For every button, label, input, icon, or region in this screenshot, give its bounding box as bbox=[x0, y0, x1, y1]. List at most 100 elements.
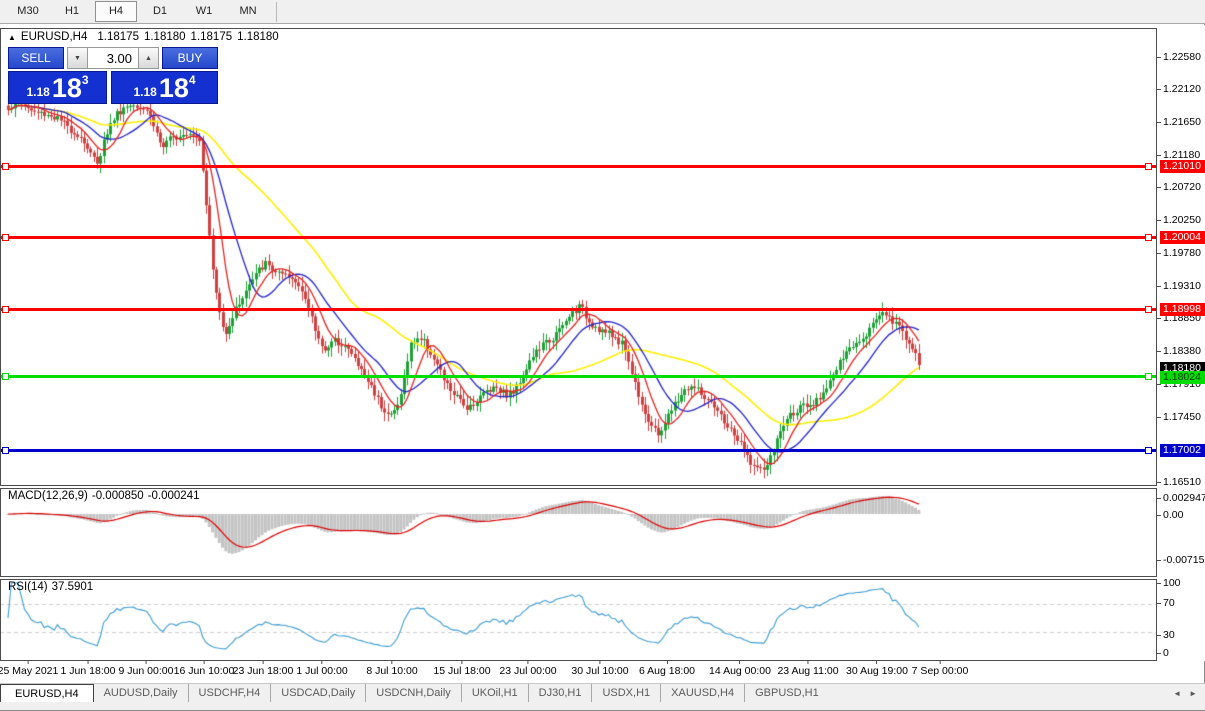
low-value: 1.18175 bbox=[190, 31, 233, 43]
hline-right-handle[interactable] bbox=[1145, 306, 1152, 313]
volume-increase-button[interactable]: ▲ bbox=[138, 47, 159, 69]
time-tick: 15 Jul 18:00 bbox=[433, 661, 491, 677]
macd-panel-separator[interactable] bbox=[0, 485, 1157, 489]
buy-price-small: 1.18 bbox=[133, 85, 157, 99]
buy-price-sup: 4 bbox=[188, 73, 196, 87]
price-tick-mark bbox=[1157, 154, 1161, 156]
timeframe-button[interactable]: MN bbox=[239, 5, 257, 17]
symbol-tab[interactable]: USDX,H1 bbox=[591, 684, 660, 702]
tab-scroll-right-icon[interactable]: ► bbox=[1189, 688, 1197, 698]
time-tick-label: 1 Jun 18:00 bbox=[60, 665, 116, 677]
time-tick-label: 15 Jul 18:00 bbox=[433, 665, 491, 677]
tab-scroll-left-icon[interactable]: ◄ bbox=[1173, 688, 1182, 698]
rsi-axis-tick: 100 bbox=[1157, 577, 1181, 589]
time-tick-mark bbox=[739, 661, 741, 664]
buy-price-box[interactable]: 1.18 18 4 bbox=[111, 71, 218, 104]
time-axis-line bbox=[0, 660, 1157, 661]
price-tick-label: 1.19780 bbox=[1163, 247, 1201, 259]
buy-button[interactable]: BUY bbox=[162, 47, 218, 69]
timeframe-button[interactable]: H1 bbox=[64, 5, 80, 17]
time-axis[interactable]: 25 May 2021 1 Jun 18:00 9 Jun 00:00 16 J… bbox=[0, 661, 1157, 682]
hline-right-handle[interactable] bbox=[1145, 373, 1152, 380]
price-marker-label: 1.18998 bbox=[1160, 303, 1205, 316]
hline-right-handle[interactable] bbox=[1145, 163, 1152, 170]
hline-left-handle[interactable] bbox=[2, 447, 9, 454]
price-tick: 1.18380 bbox=[1157, 345, 1201, 357]
collapse-trade-panel-icon[interactable]: ▲ bbox=[8, 32, 16, 42]
time-tick: 8 Jul 10:00 bbox=[366, 661, 418, 677]
horizontal-line-object[interactable] bbox=[0, 447, 1157, 454]
symbol-tab-bar: EURUSD,H4 AUDUSD,Daily USDCHF,H4 USDCAD,Dai… bbox=[0, 683, 1205, 702]
symbol-tab[interactable]: USDCNH,Daily bbox=[365, 684, 461, 702]
hline-left-handle[interactable] bbox=[2, 373, 9, 380]
sell-button[interactable]: SELL bbox=[8, 47, 64, 69]
horizontal-line-object[interactable] bbox=[0, 306, 1157, 313]
horizontal-line-object[interactable] bbox=[0, 373, 1157, 380]
symbol-tab[interactable]: USDCAD,Daily bbox=[270, 684, 365, 702]
sell-price-box[interactable]: 1.18 18 3 bbox=[8, 71, 107, 104]
rsi-name: RSI(14) bbox=[8, 581, 48, 593]
time-tick-label: 6 Aug 18:00 bbox=[638, 665, 696, 677]
time-tick-label: 25 May 2021 bbox=[0, 665, 59, 677]
macd-label: MACD(12,26,9) -0.000850 -0.000241 bbox=[8, 490, 203, 502]
one-click-trade-panel: SELL ▼ ▲ BUY 1.18 18 3 1.18 18 4 bbox=[8, 47, 218, 104]
hline-right-handle[interactable] bbox=[1145, 447, 1152, 454]
window-bottom-strip bbox=[0, 701, 1205, 711]
hline-right-handle[interactable] bbox=[1145, 234, 1152, 241]
time-tick-mark bbox=[27, 661, 29, 664]
price-marker-label: 1.20004 bbox=[1160, 231, 1205, 244]
rsi-value: 37.5901 bbox=[51, 581, 94, 593]
price-tick-label: 1.19310 bbox=[1163, 280, 1201, 292]
price-chart-canvas[interactable] bbox=[0, 25, 1157, 661]
price-tick: 1.16510 bbox=[1157, 476, 1201, 488]
horizontal-line-object[interactable] bbox=[0, 163, 1157, 170]
time-tick-mark bbox=[391, 661, 393, 664]
macd-tick-mark bbox=[1157, 559, 1161, 561]
price-tick-label: 1.22580 bbox=[1163, 51, 1201, 63]
horizontal-line-object[interactable] bbox=[0, 234, 1157, 241]
time-tick: 16 Jun 10:00 bbox=[174, 661, 234, 677]
price-tick-label: 1.20250 bbox=[1163, 214, 1201, 226]
price-tick: 1.21650 bbox=[1157, 116, 1201, 128]
symbol-tab[interactable]: DJ30,H1 bbox=[527, 684, 592, 702]
time-tick-label: 23 Aug 11:00 bbox=[777, 665, 839, 677]
hline-left-handle[interactable] bbox=[2, 306, 9, 313]
rsi-panel-separator[interactable] bbox=[0, 576, 1157, 580]
timeframe-button[interactable]: M30 bbox=[17, 5, 39, 17]
symbol-tab[interactable]: USDCHF,H4 bbox=[187, 684, 271, 702]
time-tick: 9 Jun 00:00 bbox=[119, 661, 173, 677]
time-tick-mark bbox=[876, 661, 878, 664]
symbol-tab[interactable]: XAUUSD,H4 bbox=[660, 684, 744, 702]
time-tick: 23 Jun 18:00 bbox=[233, 661, 293, 677]
price-tick: 1.20250 bbox=[1157, 214, 1201, 226]
timeframe-button[interactable]: D1 bbox=[152, 5, 168, 17]
symbol-tab[interactable]: GBPUSD,H1 bbox=[744, 684, 829, 702]
time-tick: 30 Aug 19:00 bbox=[846, 661, 908, 677]
time-tick-mark bbox=[203, 661, 205, 664]
price-tick-label: 1.18380 bbox=[1163, 345, 1201, 357]
price-tick: 1.22120 bbox=[1157, 83, 1201, 95]
symbol-tab[interactable]: AUDUSD,Daily bbox=[103, 687, 178, 699]
time-tick: 1 Jul 00:00 bbox=[296, 661, 348, 677]
price-tick-mark bbox=[1157, 186, 1161, 188]
time-tick: 25 May 2021 bbox=[0, 661, 58, 677]
price-tick: 1.19780 bbox=[1157, 247, 1201, 259]
symbol-tab[interactable]: EURUSD,H4 bbox=[0, 684, 94, 702]
macd-tick-label: 0.002947 bbox=[1163, 492, 1205, 504]
price-tick-label: 1.21650 bbox=[1163, 116, 1201, 128]
symbol-tab[interactable]: UKOil,H1 bbox=[460, 684, 528, 702]
tab-scroll-controls: ◄ ► bbox=[1173, 684, 1205, 702]
volume-input[interactable] bbox=[88, 47, 138, 69]
hline-left-handle[interactable] bbox=[2, 163, 9, 170]
hline-left-handle[interactable] bbox=[2, 234, 9, 241]
price-tick-mark bbox=[1157, 88, 1161, 90]
volume-decrease-button[interactable]: ▼ bbox=[67, 47, 88, 69]
time-tick-mark bbox=[599, 661, 601, 664]
time-tick-mark bbox=[145, 661, 147, 664]
rsi-tick-label: 100 bbox=[1163, 577, 1181, 589]
price-axis[interactable] bbox=[1157, 25, 1205, 661]
price-tick-label: 1.16510 bbox=[1163, 476, 1201, 488]
timeframe-button[interactable]: W1 bbox=[195, 5, 213, 17]
timeframe-button[interactable]: H4 bbox=[95, 1, 137, 22]
price-marker-label: 1.21010 bbox=[1160, 160, 1205, 173]
